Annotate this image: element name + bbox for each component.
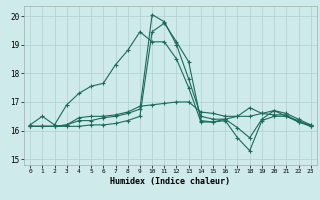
X-axis label: Humidex (Indice chaleur): Humidex (Indice chaleur) <box>110 177 230 186</box>
